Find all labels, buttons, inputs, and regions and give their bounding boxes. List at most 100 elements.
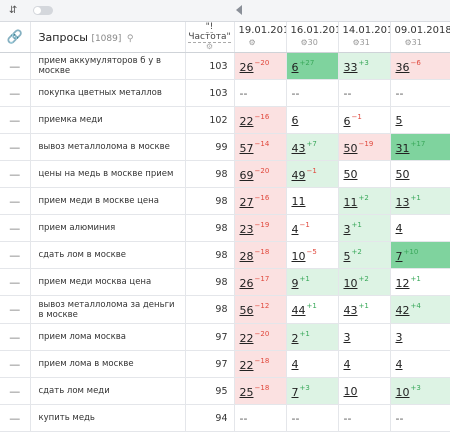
table-row[interactable]: — сдать лом в москве 98 28−18 10−5 5+2 7+10 <box>0 241 450 269</box>
position-value[interactable]: 42 <box>395 304 410 317</box>
position-value[interactable]: 43 <box>291 141 306 155</box>
table-row[interactable]: — сдать лом меди 95 25−18 7+3 10 10+3 <box>0 377 450 405</box>
position-value[interactable]: 36 <box>395 60 410 74</box>
position-value[interactable]: 31 <box>395 141 410 155</box>
position-value[interactable]: 28 <box>239 249 254 263</box>
row-collapse-dash[interactable]: — <box>0 323 31 351</box>
position-value[interactable]: 22 <box>239 331 254 345</box>
position-value[interactable]: 27 <box>239 195 254 209</box>
queries-column-header[interactable]: Запросы [1089] ⚲ <box>30 22 185 53</box>
position-value[interactable]: 11 <box>343 195 358 209</box>
position-value[interactable]: 56 <box>239 304 254 317</box>
position-value[interactable]: 2 <box>291 331 299 345</box>
table-row[interactable]: — покупка цветных металлов 103 -- -- -- -- <box>0 79 450 107</box>
table-row[interactable]: — цены на медь в москве прием 98 69−20 49−1 5… <box>0 160 450 188</box>
position-value[interactable]: 23 <box>239 222 254 236</box>
position-delta: −18 <box>254 247 270 256</box>
position-value[interactable]: 13 <box>395 195 410 209</box>
row-collapse-dash[interactable]: — <box>0 160 31 188</box>
row-collapse-dash[interactable]: — <box>0 241 31 269</box>
position-value[interactable]: 3 <box>343 222 351 236</box>
position-value[interactable]: 43 <box>343 304 358 317</box>
position-value[interactable]: 7 <box>395 249 403 263</box>
table-row[interactable]: — приемка меди 102 22−16 6 6−1 5 <box>0 106 450 134</box>
position-value[interactable]: 6 <box>291 60 299 74</box>
position-value[interactable]: 3 <box>343 330 351 344</box>
table-row[interactable]: — прием меди в москве цена 98 27−16 11 11+2 13… <box>0 187 450 215</box>
position-value[interactable]: 33 <box>343 60 358 74</box>
position-value[interactable]: 5 <box>395 113 403 127</box>
scroll-left-arrow-icon[interactable] <box>236 5 242 15</box>
position-value[interactable]: 26 <box>239 276 254 290</box>
position-value[interactable]: 50 <box>343 141 358 155</box>
position-value[interactable]: 11 <box>291 194 306 208</box>
table-row[interactable]: — прием лома москва 97 22−20 2+1 3 3 <box>0 323 450 351</box>
date-column-header[interactable]: 19.01.2018 ⚙ <box>233 22 286 53</box>
row-collapse-dash[interactable]: — <box>0 295 31 324</box>
row-collapse-dash[interactable]: — <box>0 268 31 296</box>
position-value[interactable]: 69 <box>239 168 254 182</box>
frequency-value: 102 <box>184 106 234 134</box>
table-row[interactable]: — вывоз металлолома в москве 99 57−14 43+7 50… <box>0 133 450 161</box>
link-icon[interactable]: 🔗 <box>0 22 31 53</box>
row-collapse-dash[interactable]: — <box>0 187 31 215</box>
position-value[interactable]: 4 <box>343 357 351 371</box>
position-value[interactable]: 4 <box>291 222 299 236</box>
position-value[interactable]: 6 <box>291 113 299 127</box>
row-collapse-dash[interactable]: — <box>0 350 31 378</box>
position-value[interactable]: 12 <box>395 276 410 290</box>
position-value[interactable]: 10 <box>343 384 358 398</box>
date-label: 14.01.2018 <box>342 25 391 36</box>
view-toggle[interactable] <box>33 6 53 15</box>
row-collapse-dash[interactable]: — <box>0 79 31 107</box>
query-text: цены на медь в москве прием <box>30 160 185 188</box>
date-settings-icon[interactable]: ⚙31 <box>404 38 422 47</box>
date-settings-icon[interactable]: ⚙30 <box>300 38 318 47</box>
table-row[interactable]: — вывоз металлолома за деньги в москве 98 5… <box>0 295 450 324</box>
position-value[interactable]: 10 <box>291 249 306 263</box>
row-collapse-dash[interactable]: — <box>0 106 31 134</box>
query-text: прием лома в москве <box>30 350 185 378</box>
position-value[interactable]: 3 <box>395 330 403 344</box>
row-collapse-dash[interactable]: — <box>0 52 31 80</box>
position-cell: 26−20 <box>233 52 286 80</box>
position-value[interactable]: 22 <box>239 114 254 128</box>
row-collapse-dash[interactable]: — <box>0 377 31 405</box>
position-value[interactable]: 7 <box>291 385 299 399</box>
position-value[interactable]: 4 <box>395 357 403 371</box>
position-value[interactable]: 5 <box>343 249 351 263</box>
position-value: -- <box>239 411 248 425</box>
position-value[interactable]: 49 <box>291 168 306 182</box>
sort-icon[interactable]: ⇵ <box>9 5 18 16</box>
table-row[interactable]: — купить медь 94 -- -- -- -- <box>0 404 450 432</box>
table-row[interactable]: — прием меди москва цена 98 26−17 9+1 10+2 12+… <box>0 268 450 296</box>
position-value[interactable]: 26 <box>239 60 254 74</box>
table-row[interactable]: — прием лома в москве 97 22−18 4 4 4 <box>0 350 450 378</box>
position-value[interactable]: 57 <box>239 141 254 155</box>
position-value[interactable]: 25 <box>239 385 254 399</box>
table-header-row: 🔗 Запросы [1089] ⚲ "!Частота" ⚙ 19.01.20… <box>0 22 450 53</box>
position-value[interactable]: 10 <box>343 276 358 290</box>
position-value[interactable]: 44 <box>291 304 306 317</box>
table-row[interactable]: — прием алюминия 98 23−19 4−1 3+1 4 <box>0 214 450 242</box>
position-value[interactable]: 4 <box>291 357 299 371</box>
frequency-column-header[interactable]: "!Частота" ⚙ <box>184 22 234 53</box>
table-row[interactable]: — прием аккумуляторов б у в москве 103 26−2… <box>0 52 450 80</box>
position-value[interactable]: 9 <box>291 276 299 290</box>
row-collapse-dash[interactable]: — <box>0 133 31 161</box>
date-column-header[interactable]: 14.01.2018 ⚙31 <box>337 22 391 53</box>
position-value[interactable]: 50 <box>395 167 410 181</box>
date-column-header[interactable]: 16.01.2018 ⚙30 <box>285 22 338 53</box>
date-settings-icon[interactable]: ⚙ <box>248 38 256 47</box>
date-column-header[interactable]: 09.01.2018 ⚙31 <box>389 22 450 53</box>
position-value[interactable]: 4 <box>395 221 403 235</box>
search-icon[interactable]: ⚲ <box>126 33 134 44</box>
row-collapse-dash[interactable]: — <box>0 214 31 242</box>
position-value[interactable]: 10 <box>395 385 410 399</box>
row-collapse-dash[interactable]: — <box>0 404 31 432</box>
date-settings-icon[interactable]: ⚙31 <box>352 38 370 47</box>
frequency-settings-icon[interactable]: ⚙ <box>205 42 214 51</box>
position-value[interactable]: 6 <box>343 114 351 128</box>
position-value[interactable]: 50 <box>343 167 358 181</box>
position-value[interactable]: 22 <box>239 358 254 372</box>
